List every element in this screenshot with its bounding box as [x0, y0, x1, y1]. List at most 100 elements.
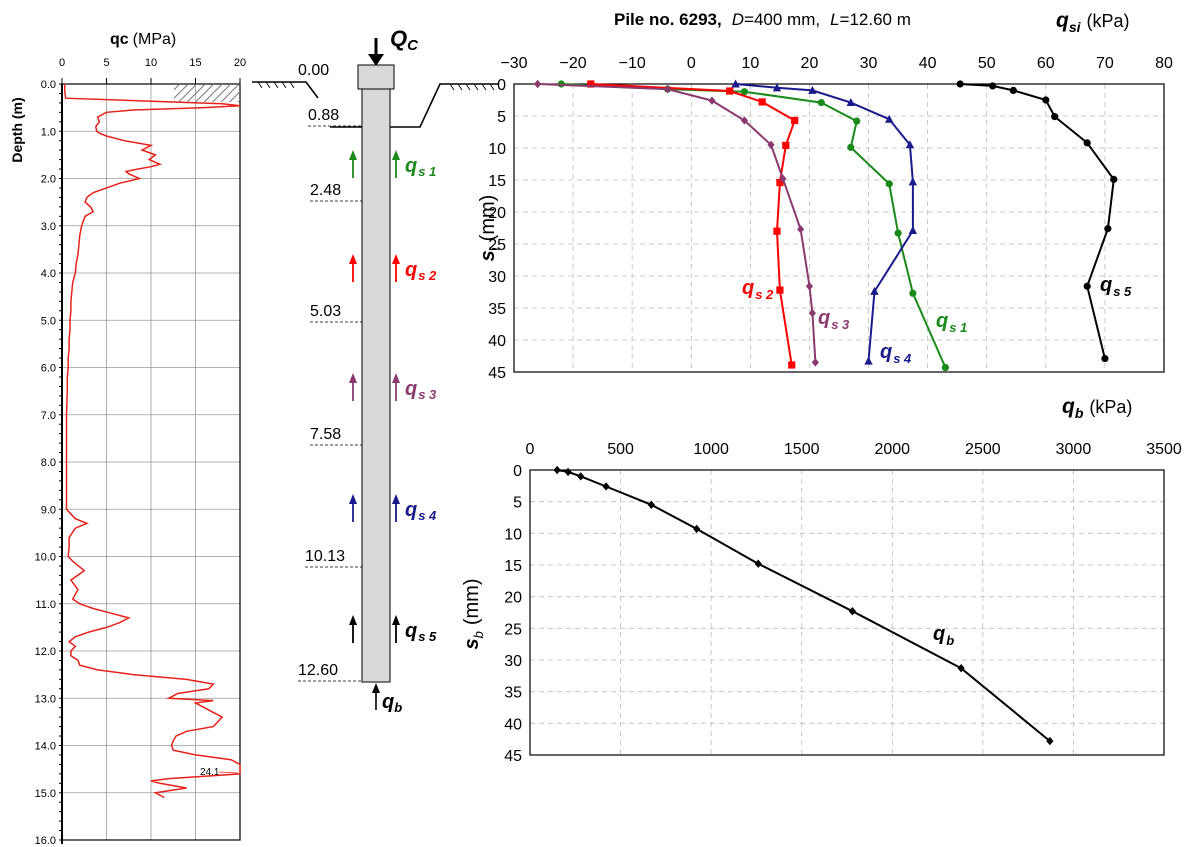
qsi-point	[909, 289, 917, 297]
qsi-series-label: qs 4	[880, 341, 912, 366]
qsi-y-tick-label: 40	[488, 333, 506, 350]
qsi-series-line	[735, 83, 914, 362]
qsi-x-tick-label: 0	[687, 55, 696, 72]
qsi-y-tick-label: 45	[488, 365, 506, 382]
qsi-point	[811, 358, 819, 367]
qsi-point	[782, 141, 790, 150]
qsi-series: qs 5	[956, 80, 1132, 363]
qb-y-tick-label: 35	[504, 685, 522, 702]
shaft-arrow-icon	[392, 150, 400, 160]
cpt-y-tick-label: 16.0	[35, 835, 56, 847]
segment-label: qs 3	[405, 378, 437, 402]
cpt-y-tick-label: 12.0	[35, 646, 56, 658]
qsi-point	[1051, 113, 1059, 121]
qsi-point	[885, 114, 894, 123]
cpt-y-tick-label: 0.0	[41, 79, 56, 91]
qsi-point	[726, 87, 734, 95]
cpt-ylabel: Depth (m)	[9, 97, 25, 162]
qsi-x-tick-label: 60	[1037, 55, 1055, 72]
qsi-frame	[513, 83, 1165, 373]
cpt-y-tick-label: 7.0	[41, 410, 56, 422]
qb-y-tick-label: 20	[504, 590, 522, 607]
shaft-arrow-icon	[349, 150, 357, 160]
segment-label: qs 1	[405, 155, 436, 179]
qb-x-tick-label: 2500	[965, 441, 1001, 458]
qsi-point	[779, 174, 787, 183]
qb-frame	[529, 469, 1165, 756]
qsi-point	[908, 177, 918, 186]
qsi-x-tick-label: 70	[1096, 55, 1114, 72]
qb-point	[1046, 736, 1054, 746]
qsi-point	[1042, 96, 1050, 104]
qsi-point	[905, 140, 915, 149]
cpt-y-tick-label: 8.0	[41, 457, 56, 469]
qsi-point	[664, 84, 672, 94]
qb-x-tick-label: 3000	[1056, 441, 1092, 458]
qsi-series-label: qs 3	[818, 307, 850, 332]
qb-y-tick-label: 30	[504, 653, 522, 670]
shaft-arrow-icon	[392, 254, 400, 264]
cpt-y-tick-label: 10.0	[35, 552, 56, 564]
qb-series-label: qb	[933, 623, 954, 648]
qsi-point	[808, 85, 817, 94]
level-label: 2.48	[310, 182, 341, 199]
shaft-arrow-icon	[349, 615, 357, 625]
qsi-point	[808, 308, 817, 318]
qsi-point	[908, 226, 918, 235]
level-label: 12.60	[298, 662, 338, 679]
qb-point	[577, 472, 585, 481]
shaft-arrow-icon	[349, 373, 357, 383]
qsi-y-tick-label: 10	[488, 141, 506, 158]
cpt-x-tick-label: 15	[189, 57, 201, 69]
cpt-y-tick-label: 1.0	[41, 126, 56, 138]
qsi-y-tick-label: 5	[497, 109, 506, 126]
qsi-x-tick-label: 30	[860, 55, 878, 72]
qsi-point	[847, 143, 855, 151]
qb-point	[957, 664, 965, 673]
cpt-y-tick-label: 14.0	[35, 741, 56, 753]
qb-xlabel: qb (kPa)	[1062, 395, 1132, 421]
qsi-series: qs 1	[557, 80, 967, 372]
cpt-y-tick-label: 5.0	[41, 315, 56, 327]
qsi-series-label: qs 1	[936, 310, 967, 335]
qsi-point	[776, 286, 784, 294]
ground-left	[252, 81, 319, 99]
qsi-y-tick-label: 35	[488, 301, 506, 318]
cpt-x-tick-label: 0	[59, 57, 65, 69]
qsi-point	[1104, 225, 1112, 233]
cpt-y-tick-label: 6.0	[41, 363, 56, 375]
qsi-point	[853, 117, 861, 125]
qsi-x-tick-label: −10	[619, 55, 646, 72]
qsi-x-tick-label: 40	[919, 55, 937, 72]
qsi-point	[731, 79, 740, 88]
qb-x-tick-label: 2000	[874, 441, 910, 458]
cpt-chart: qc (MPa) Depth (m) 0 5 10 15 20 0.0 1.0 2.0 3.0 4.…	[9, 31, 246, 847]
cpt-y-tick-label: 4.0	[41, 268, 56, 280]
base-arrow-icon	[372, 683, 380, 693]
ground-hatch-right	[449, 83, 495, 91]
shaft-arrow-icon	[349, 254, 357, 264]
qb-series: qb	[553, 465, 1054, 746]
cpt-y-tick-label: 2.0	[41, 174, 56, 186]
qsi-point	[941, 363, 949, 372]
qsi-chart: Pile no. 6293, D=400 mm, L=12.60 m qsi (kPa…	[477, 9, 1173, 382]
cpt-max-annotation: 24.1	[200, 767, 220, 778]
shaft-arrow-icon	[392, 373, 400, 383]
qsi-point	[587, 80, 595, 88]
qb-series-line	[557, 469, 1051, 742]
shaft-arrow-icon	[392, 615, 400, 625]
qsi-point	[1009, 86, 1017, 94]
qsi-point	[1083, 282, 1091, 290]
pile-diagram: QC 0.00 0.88 2.48 5.03 7.58 10.13 12.60 qs 1 q…	[252, 26, 498, 715]
qsi-x-tick-label: 50	[978, 55, 996, 72]
ground-hatch-left	[257, 81, 295, 89]
qb-point	[564, 467, 572, 477]
cpt-series-line	[63, 84, 241, 799]
qb-chart: qb (kPa) sb(mm) 0 500 1000 1500 2000 2500 3000 3…	[461, 395, 1182, 765]
qsi-point	[1083, 139, 1091, 147]
qsi-point	[956, 80, 964, 88]
qb-y-tick-label: 25	[504, 621, 522, 638]
qsi-x-tick-label: 80	[1155, 55, 1173, 72]
qb-x-tick-label: 0	[526, 441, 535, 458]
